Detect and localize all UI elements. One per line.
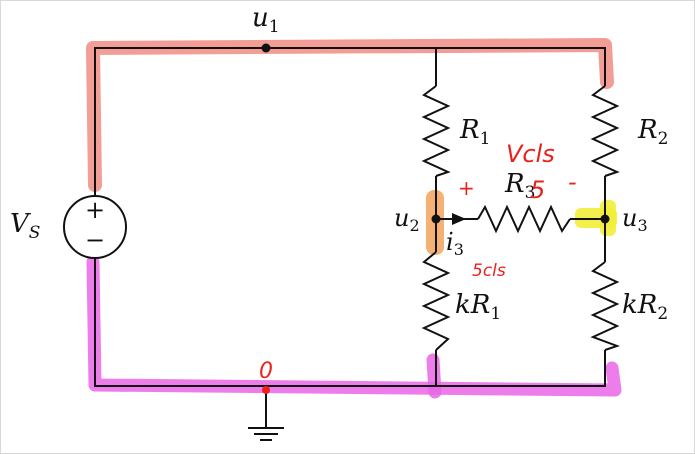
annotation-minus: - xyxy=(568,168,577,196)
node-u3-dot xyxy=(600,214,610,224)
voltage-source xyxy=(63,195,127,259)
label-r3: R3 xyxy=(504,169,535,203)
label-vs: VS xyxy=(10,209,40,243)
label-r1: R1 xyxy=(459,115,490,149)
current-arrow-icon xyxy=(452,213,466,225)
resistor-r2 xyxy=(590,85,620,177)
annotation-plus: + xyxy=(458,176,475,200)
ground-node-dot xyxy=(262,386,270,394)
resistor-kr1 xyxy=(421,251,451,351)
label-u3: u3 xyxy=(622,204,648,235)
annotation-ground-node: 0 xyxy=(259,359,273,384)
bottom-wire-highlight xyxy=(86,255,622,399)
annotation-current-value: 5cls xyxy=(472,261,506,281)
resistor-r3 xyxy=(477,204,571,234)
label-r2: R2 xyxy=(637,115,668,149)
label-kr1: kR1 xyxy=(455,290,501,324)
label-i3: i3 xyxy=(446,228,464,259)
source-plus: + xyxy=(85,196,105,224)
source-minus: − xyxy=(85,226,105,254)
label-kr2: kR2 xyxy=(622,290,668,324)
resistor-r1 xyxy=(421,85,451,177)
resistor-kr2 xyxy=(590,261,620,351)
label-u1: u1 xyxy=(252,3,280,37)
annotation-volts: Vcls xyxy=(506,140,555,168)
node-u1-dot xyxy=(261,43,271,53)
node-u2-dot xyxy=(431,214,441,224)
label-u2: u2 xyxy=(394,204,420,235)
annotation-five: 5 xyxy=(530,176,545,204)
